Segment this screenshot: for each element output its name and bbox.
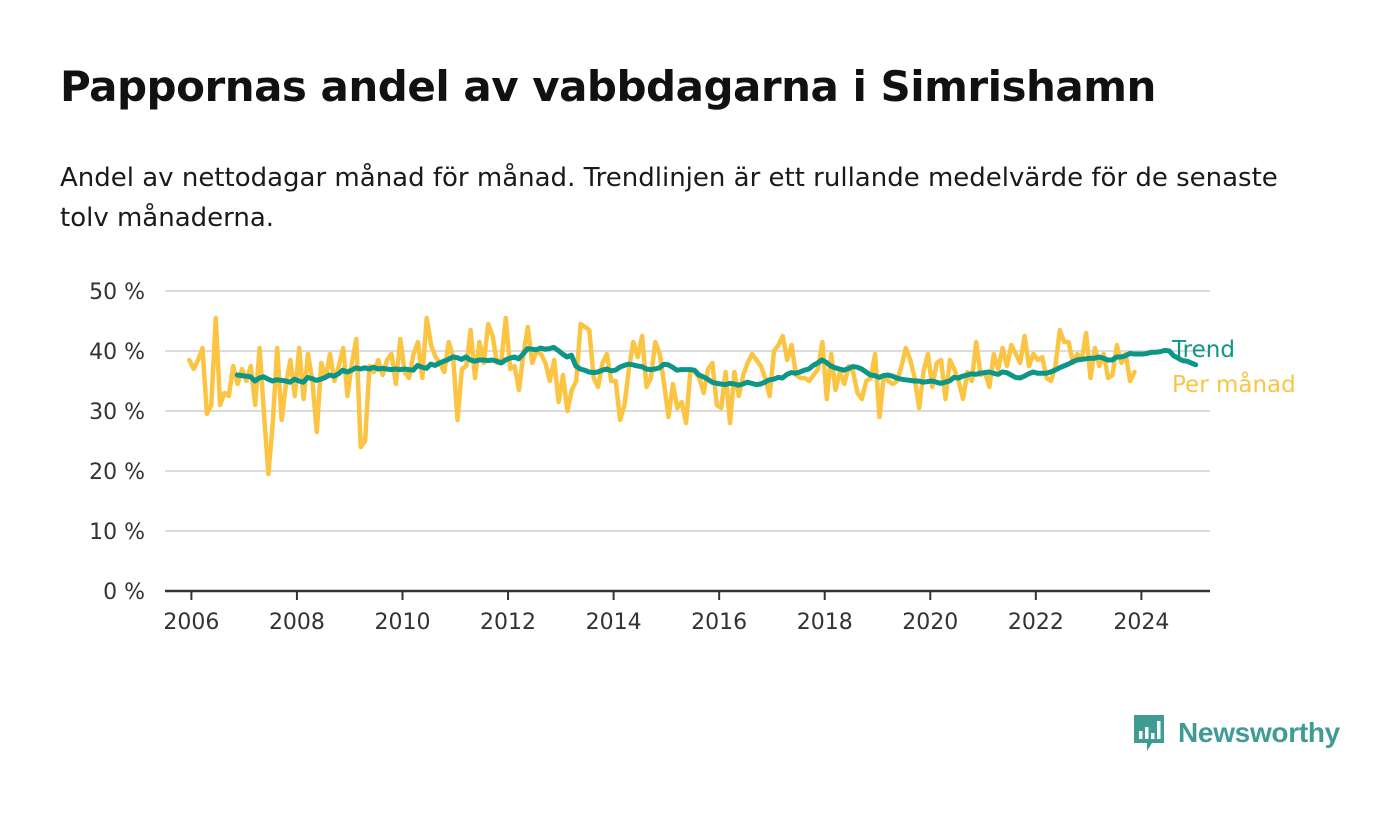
gridlines — [165, 290, 1210, 593]
brand-logo: Newsworthy — [1132, 712, 1340, 754]
x-tick-label: 2010 — [375, 610, 431, 635]
legend-label-trend: Trend — [1171, 337, 1235, 363]
y-tick-label: 30 % — [89, 400, 145, 425]
x-tick-label: 2012 — [480, 610, 536, 635]
y-tick-label: 0 % — [103, 580, 145, 605]
chart-title: Pappornas andel av vabbdagarna i Simrish… — [60, 62, 1156, 111]
legend-label-per-manad: Per månad — [1172, 370, 1296, 398]
x-tick-label: 2020 — [902, 610, 958, 635]
series-line-trend — [234, 344, 1199, 388]
y-tick-label: 10 % — [89, 520, 145, 545]
y-tick-label: 50 % — [89, 280, 145, 305]
y-axis-ticks: 0 % 10 % 20 % 30 % 40 % 50 % — [89, 280, 145, 605]
y-tick-label: 20 % — [89, 460, 145, 485]
x-tick-label: 2018 — [797, 610, 853, 635]
legend: Per månad Trend — [1171, 337, 1296, 398]
chart-subtitle: Andel av nettodagar månad för månad. Tre… — [60, 163, 1278, 233]
x-tick-label: 2008 — [269, 610, 325, 635]
newsworthy-logo-icon — [1134, 715, 1164, 751]
x-tick-label: 2014 — [586, 610, 642, 635]
series-line-per-manad — [187, 315, 1137, 477]
x-tick-label: 2006 — [163, 610, 219, 635]
series-lines — [187, 315, 1199, 477]
brand-name: Newsworthy — [1178, 717, 1340, 748]
y-tick-label: 40 % — [89, 340, 145, 365]
x-tick-label: 2024 — [1113, 610, 1169, 635]
x-axis-ticks: 2006 2008 2010 2012 2014 2016 2018 2020 2022 2024 — [163, 591, 1169, 635]
x-tick-label: 2022 — [1008, 610, 1064, 635]
line-chart: 0 % 10 % 20 % 30 % 40 % 50 % 2006 2008 2010 2012… — [89, 280, 1296, 635]
x-tick-label: 2016 — [691, 610, 747, 635]
